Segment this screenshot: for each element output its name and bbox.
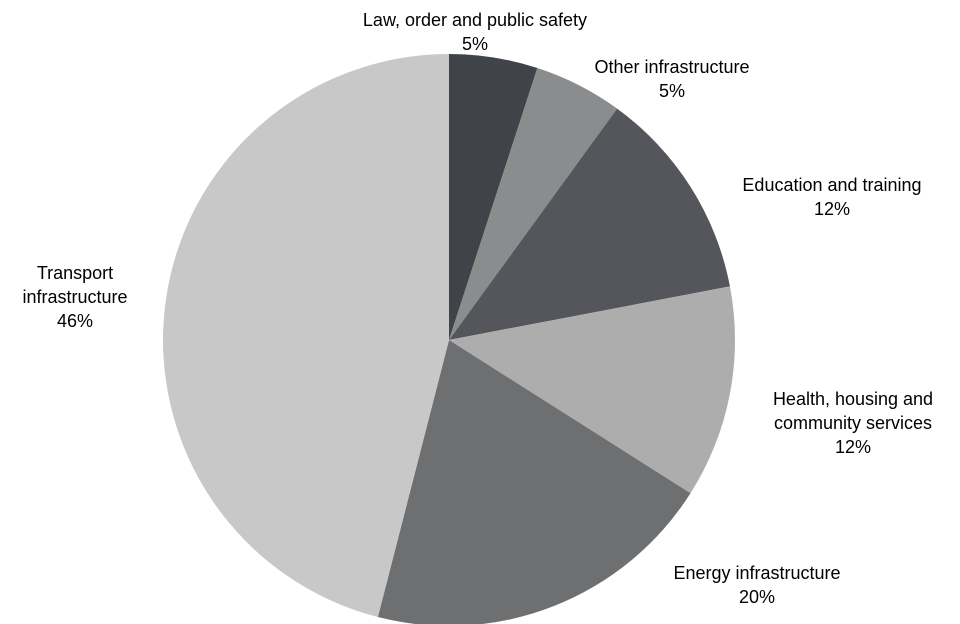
slice-value-label: 12% [835, 437, 871, 457]
slice-value-label: 5% [462, 34, 488, 54]
pie-slice [449, 54, 538, 340]
slice-label: Other infrastructure 5% [594, 57, 749, 101]
slice-name-label: infrastructure [22, 287, 127, 307]
slice-value-label: 5% [659, 81, 685, 101]
pie-slice [449, 286, 735, 494]
slice-label: Education and training 12% [742, 175, 921, 219]
pie-slices [163, 54, 735, 624]
slice-label: Health, housing and community services 12% [773, 389, 933, 457]
pie-slice [377, 340, 691, 624]
slice-value-label: 12% [814, 199, 850, 219]
slice-name-label: community services [774, 413, 932, 433]
pie-slice [163, 54, 450, 618]
slice-name-label: Education and training [742, 175, 921, 195]
slice-value-label: 46% [57, 311, 93, 331]
slice-value-label: 20% [739, 587, 775, 607]
pie-slice [449, 108, 730, 341]
slice-name-label: Health, housing and [773, 389, 933, 409]
slice-name-label: Law, order and public safety [363, 10, 587, 30]
slice-label: Transport infrastructure 46% [22, 263, 127, 331]
slice-name-label: Transport [37, 263, 113, 283]
slice-label: Energy infrastructure 20% [673, 563, 840, 607]
slice-name-label: Energy infrastructure [673, 563, 840, 583]
pie-labels: Law, order and public safety 5%Other infr… [22, 10, 933, 607]
pie-slice [449, 68, 618, 340]
slice-name-label: Other infrastructure [594, 57, 749, 77]
slice-label: Law, order and public safety 5% [363, 10, 587, 54]
